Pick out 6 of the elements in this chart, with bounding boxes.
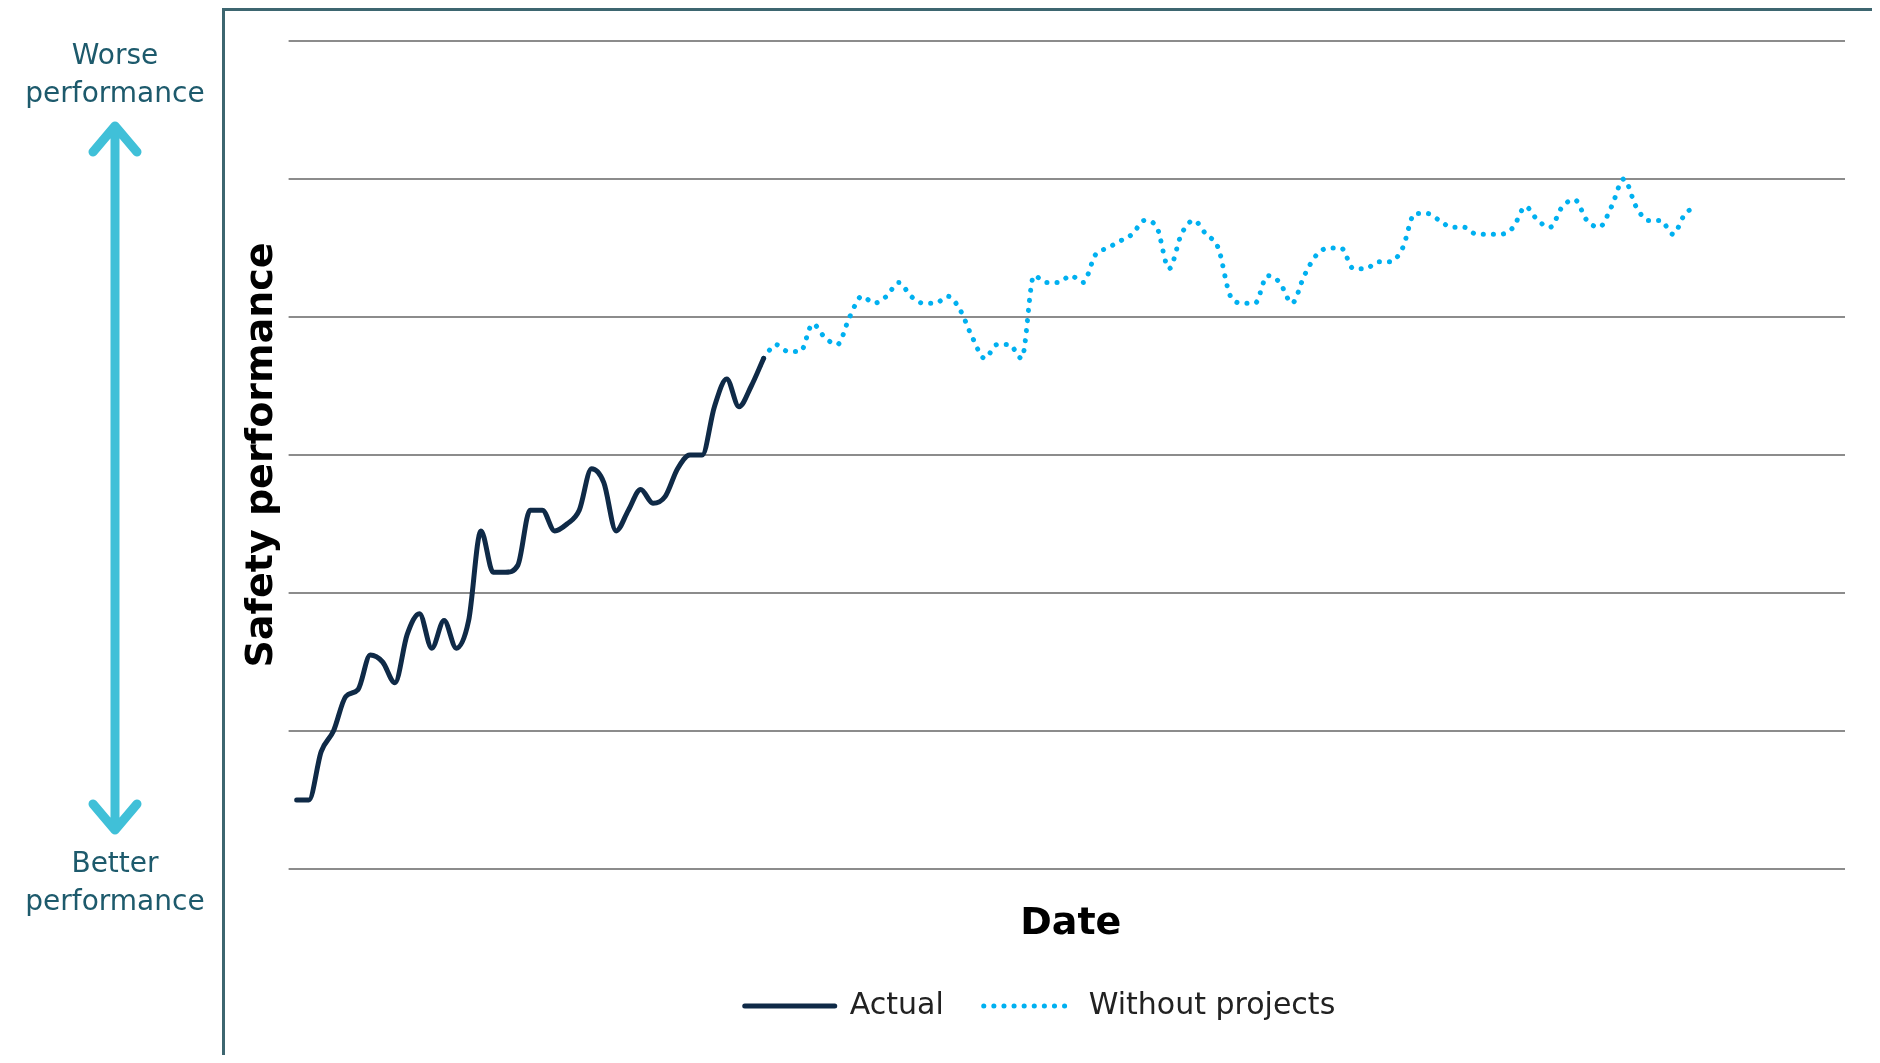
text: Worse performance	[24, 37, 206, 111]
y-axis-title: Safety performance	[236, 242, 281, 668]
legend-label: Actual	[849, 985, 944, 1021]
text: Better performance	[24, 845, 206, 919]
x-axis-title: Date	[1020, 899, 1122, 944]
legend-label: Without projects	[1088, 985, 1336, 1021]
